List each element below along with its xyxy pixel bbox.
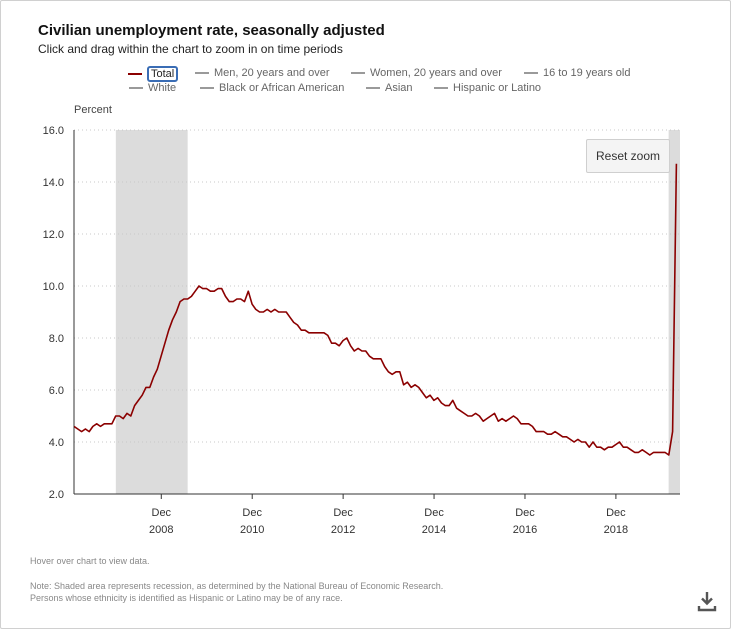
legend-swatch: [366, 87, 380, 89]
footnote-hispanic: Persons whose ethnicity is identified as…: [30, 593, 343, 603]
y-tick-label: 2.0: [49, 489, 64, 501]
y-tick-label: 6.0: [49, 385, 64, 397]
legend-swatch: [129, 87, 143, 89]
legend-item-asian[interactable]: Asian: [366, 82, 413, 94]
y-tick-label: 12.0: [43, 229, 64, 241]
x-tick-year: 2008: [149, 524, 173, 536]
legend-swatch: [128, 73, 142, 75]
legend-label: Hispanic or Latino: [453, 82, 542, 94]
x-tick-year: 2016: [513, 524, 537, 536]
legend-item-total[interactable]: Total: [128, 66, 179, 82]
footnote-recession: Note: Shaded area represents recession, …: [30, 581, 444, 591]
legend-label: Black or African American: [219, 82, 345, 94]
x-tick-year: 2014: [422, 524, 446, 536]
legend-swatch: [195, 72, 209, 74]
chart-subtitle: Click and drag within the chart to zoom …: [38, 42, 343, 56]
x-tick-month: Dec: [606, 507, 626, 519]
x-tick-month: Dec: [333, 507, 353, 519]
chart-title: Civilian unemployment rate, seasonally a…: [38, 22, 385, 39]
legend-swatch: [524, 72, 538, 74]
legend-item-hispanic[interactable]: Hispanic or Latino: [434, 82, 541, 94]
x-tick-year: 2018: [604, 524, 628, 536]
reset-zoom-button[interactable]: Reset zoom: [586, 139, 670, 173]
legend-item-white[interactable]: White: [129, 82, 176, 94]
x-tick-year: 2010: [240, 524, 264, 536]
legend-item-teens[interactable]: 16 to 19 years old: [524, 67, 630, 79]
legend-label: White: [148, 82, 177, 94]
y-tick-label: 14.0: [43, 177, 64, 189]
legend-label: Women, 20 years and over: [370, 67, 502, 79]
download-icon[interactable]: [696, 590, 718, 612]
legend-item-black[interactable]: Black or African American: [200, 82, 344, 94]
y-tick-label: 8.0: [49, 333, 64, 345]
y-tick-label: 10.0: [43, 281, 64, 293]
y-axis-label: Percent: [74, 104, 112, 116]
legend-label: Asian: [385, 82, 413, 94]
y-tick-label: 4.0: [49, 437, 64, 449]
series-line-total[interactable]: [74, 163, 678, 456]
legend-item-men[interactable]: Men, 20 years and over: [195, 67, 330, 79]
x-tick-month: Dec: [242, 507, 262, 519]
legend-swatch: [351, 72, 365, 74]
legend-item-women[interactable]: Women, 20 years and over: [351, 67, 502, 79]
legend-label: Total: [147, 66, 179, 82]
x-tick-month: Dec: [152, 507, 172, 519]
legend-swatch: [434, 87, 448, 89]
hover-note: Hover over chart to view data.: [30, 556, 150, 566]
legend-label: Men, 20 years and over: [214, 67, 330, 79]
legend-swatch: [200, 87, 214, 89]
y-tick-label: 16.0: [43, 125, 64, 137]
x-tick-month: Dec: [424, 507, 444, 519]
legend-label: 16 to 19 years old: [543, 67, 631, 79]
x-tick-year: 2012: [331, 524, 355, 536]
x-tick-month: Dec: [515, 507, 535, 519]
